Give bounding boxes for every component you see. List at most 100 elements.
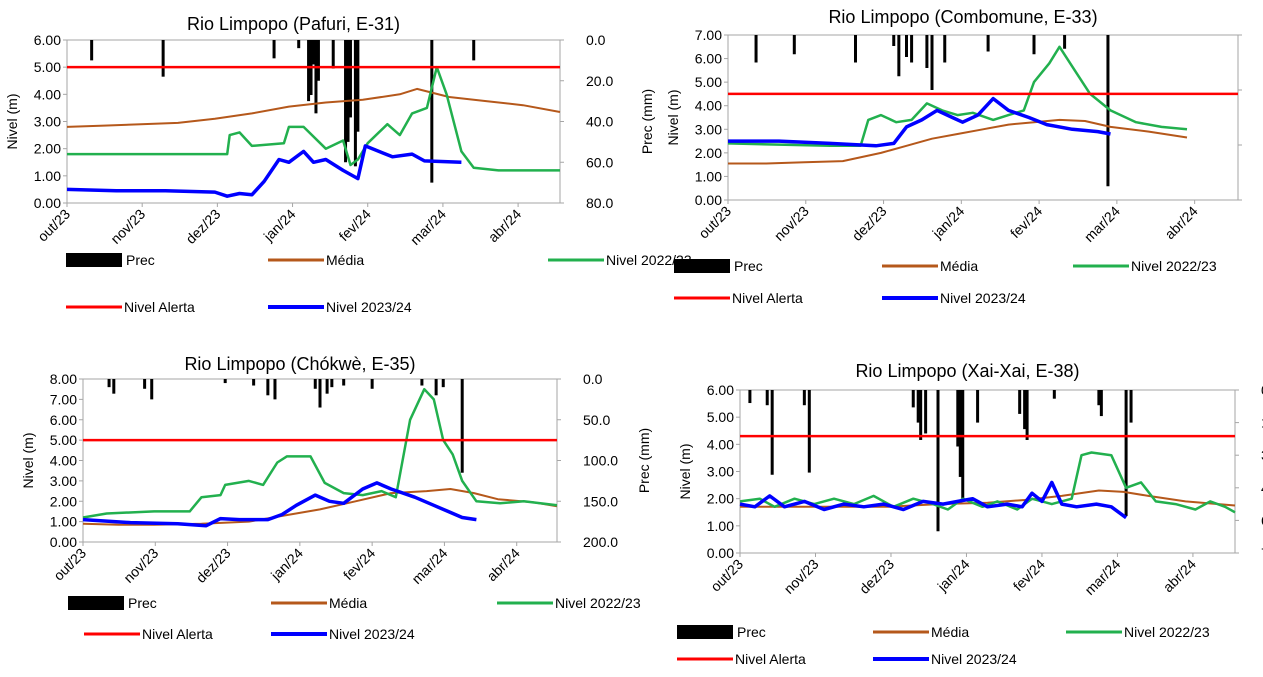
prec-bar — [925, 35, 929, 68]
prec-bar — [1052, 390, 1056, 399]
x-tick-label: fev/24 — [1010, 556, 1048, 594]
y-tick-label: 3.00 — [34, 114, 61, 130]
y2-tick-label: 200.0 — [583, 534, 618, 550]
y-tick-label: 2.00 — [695, 145, 722, 161]
prec-bar — [807, 390, 811, 473]
nivel-2022-23-line — [67, 65, 560, 172]
prec-bar — [348, 40, 352, 118]
prec-bar — [434, 379, 438, 396]
chart-panel-2: Rio Limpopo (Combomune, E-33) 0.00 1.00 2.0… — [665, 7, 1242, 306]
prec-bar — [1063, 35, 1067, 49]
y2-tick-label: 0.0 — [1261, 382, 1263, 398]
nivel-2023-24-line — [728, 96, 1111, 148]
prec-bar — [892, 35, 896, 46]
plot-frame — [739, 389, 1236, 554]
legend-prec-swatch — [68, 596, 124, 610]
y-tick-label: 1.00 — [34, 168, 61, 184]
x-tick-label: nov/23 — [781, 556, 822, 597]
prec-bar — [910, 35, 914, 63]
y-tick-label: 6.00 — [50, 412, 77, 428]
legend: Prec Média Nivel 2022/23 Nivel Alerta Nivel … — [68, 595, 641, 642]
x-tick-label: jan/24 — [928, 203, 967, 242]
y-axis-label: Nivel (m) — [20, 433, 36, 489]
legend: Prec Média Nivel 2022/23 Nivel Alerta Nivel … — [677, 624, 1210, 667]
chart-title: Rio Limpopo (Xai-Xai, E-38) — [855, 361, 1079, 381]
x-tick-label: dez/23 — [856, 556, 897, 597]
prec-bar — [936, 390, 940, 532]
prec-bar — [252, 379, 256, 386]
y-axis-label: Nivel (m) — [665, 90, 681, 146]
y-tick-label: 0.00 — [695, 192, 722, 208]
nivel-2023-24-line — [82, 481, 477, 528]
y2-tick-label: 40.0 — [586, 114, 613, 130]
prec-bar — [272, 40, 276, 59]
prec-bar — [802, 390, 806, 406]
prec-bar — [314, 40, 318, 114]
prec-bar — [297, 40, 301, 49]
prec-bar — [430, 40, 434, 183]
prec-bar — [1023, 390, 1027, 430]
y-tick-label: 5.00 — [34, 59, 61, 75]
prec-bar — [956, 390, 960, 447]
y-tick-label: 0.00 — [34, 195, 61, 211]
legend-media-label: Média — [940, 258, 978, 274]
y-tick-label: 5.00 — [50, 432, 77, 448]
chart-title: Rio Limpopo (Pafuri, E-31) — [187, 14, 400, 34]
prec-bar — [765, 390, 769, 406]
x-tick-label: nov/23 — [120, 545, 161, 586]
legend-n2324-label: Nivel 2023/24 — [931, 651, 1017, 667]
prec-bar — [1025, 390, 1029, 440]
x-tick-label: abr/24 — [1161, 203, 1201, 243]
x-tick-label: mar/24 — [1081, 203, 1123, 245]
y2-tick-label: 45.0 — [1261, 480, 1263, 496]
y-tick-label: 0.00 — [50, 534, 77, 550]
legend-n2223-label: Nivel 2022/23 — [1124, 624, 1210, 640]
x-tick-label: abr/24 — [483, 545, 523, 585]
x-tick-label: fev/24 — [336, 206, 374, 244]
chart-title: Rio Limpopo (Combomune, E-33) — [828, 7, 1097, 27]
chart-panel-4: Rio Limpopo (Xai-Xai, E-38) 0.00 1.00 2.00 3… — [677, 361, 1263, 667]
prec-bar — [312, 40, 315, 65]
y-tick-label: 4.00 — [50, 453, 77, 469]
prec-bar — [961, 390, 965, 499]
x-tick-label: mar/24 — [1081, 556, 1123, 598]
y-tick-label: 2.00 — [34, 141, 61, 157]
prec-bar — [370, 379, 374, 389]
x-tick-label: out/23 — [50, 545, 89, 584]
y-tick-label: 0.00 — [707, 545, 734, 561]
y-tick-label: 7.00 — [695, 27, 722, 43]
y-tick-label: 8.00 — [50, 371, 77, 387]
prec-bar — [1032, 35, 1036, 55]
legend-n2324-label: Nivel 2023/24 — [326, 299, 412, 315]
prec-bar — [958, 390, 962, 477]
nivel-2023-24-line — [66, 144, 462, 198]
prec-bar — [353, 40, 357, 167]
legend-prec-label: Prec — [128, 595, 157, 611]
prec-bar — [472, 40, 476, 61]
y2-axis-label: Prec (mm) — [636, 428, 652, 493]
y-tick-label: 1.00 — [707, 518, 734, 534]
prec-bar — [1124, 390, 1128, 517]
x-tick-label: dez/23 — [182, 206, 223, 247]
y-tick-label: 2.00 — [50, 493, 77, 509]
legend-n2324-label: Nivel 2023/24 — [940, 290, 1026, 306]
x-tick-label: jan/24 — [260, 206, 299, 245]
x-tick-label: jan/24 — [267, 545, 306, 584]
prec-bar — [916, 390, 920, 423]
prec-bar — [943, 35, 947, 63]
prec-bar — [976, 390, 980, 423]
x-tick-label: out/23 — [707, 556, 746, 595]
prec-bar — [325, 379, 329, 394]
y-tick-label: 1.00 — [50, 514, 77, 530]
prec-bar — [313, 379, 317, 389]
x-tick-label: dez/23 — [849, 203, 890, 244]
chart-panel-1: Rio Limpopo (Pafuri, E-31) 0.00 1.00 2.00 3.… — [4, 14, 692, 315]
x-tick-label: dez/23 — [193, 545, 234, 586]
y2-tick-label: 50.0 — [583, 412, 610, 428]
y2-tick-label: 60.0 — [1261, 512, 1263, 528]
prec-bar — [1018, 390, 1022, 414]
prec-bar — [161, 40, 165, 77]
prec-bar — [143, 379, 147, 389]
y-tick-label: 7.00 — [50, 391, 77, 407]
